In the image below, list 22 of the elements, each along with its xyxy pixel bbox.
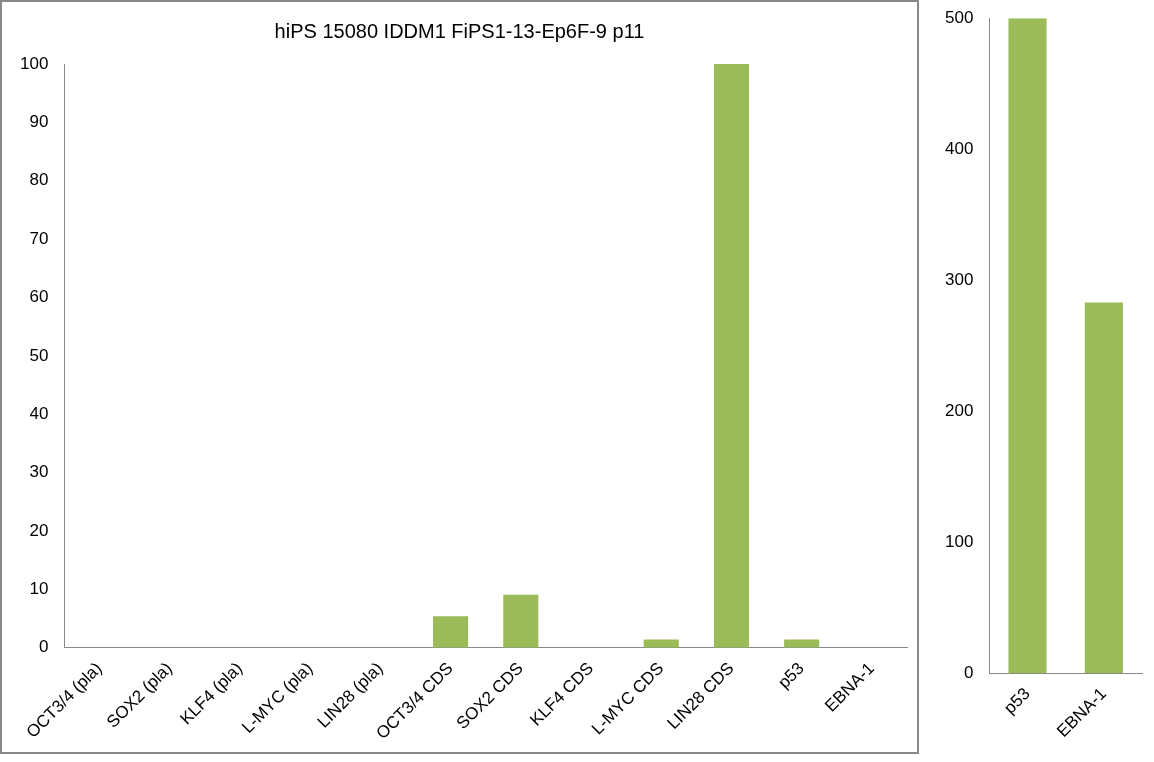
y-tick-label: 40 [29,403,49,423]
x-tick-label: p53 [774,658,808,693]
y-tick-label: 300 [944,269,974,289]
chart-title: hiPS 15080 IDDM1 FiPS1-13-Ep6F-9 p11 [274,19,645,42]
y-tick-label: 100 [944,531,974,551]
bar [713,64,750,648]
y-tick-label: 30 [29,462,49,482]
y-tick-label: 0 [963,662,974,682]
bar [433,616,469,648]
y-tick-label: 80 [29,170,49,190]
y-tick-label: 500 [944,7,974,27]
y-tick-label: 50 [29,345,49,365]
y-tick-label: 200 [944,400,974,420]
y-tick-label: 100 [19,53,49,73]
y-tick-label: 10 [29,579,49,599]
y-tick-label: 20 [29,520,49,540]
y-tick-label: 400 [944,138,974,158]
bar [503,594,539,648]
y-tick-label: 60 [29,287,49,307]
y-tick-label: 0 [38,637,49,657]
y-tick-label: 90 [29,112,49,132]
y-tick-label: 70 [29,228,49,248]
